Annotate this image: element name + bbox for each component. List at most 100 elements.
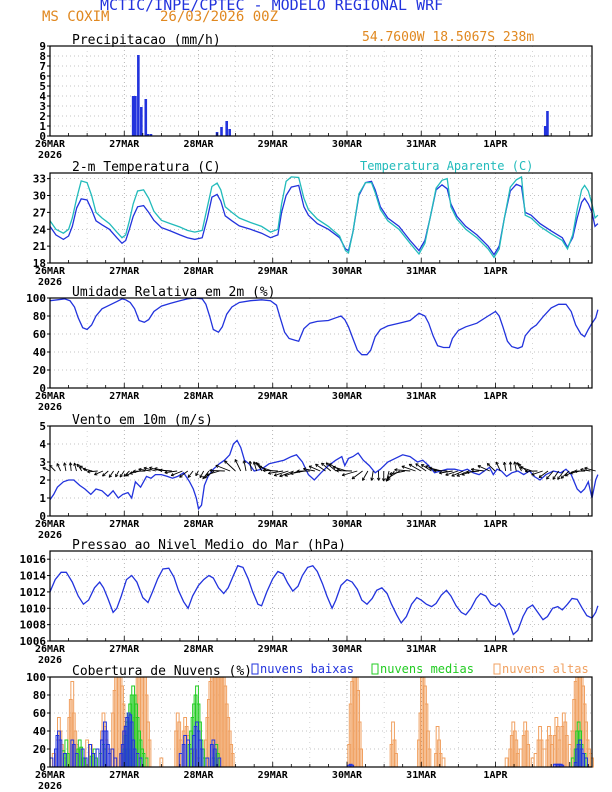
wind-vector-head bbox=[584, 466, 588, 471]
wind-vector-head bbox=[325, 462, 330, 466]
panel-frame bbox=[49, 550, 593, 642]
wind-vector bbox=[303, 468, 315, 472]
wind-vector-head bbox=[538, 474, 543, 478]
x-tick-label: 26MAR bbox=[35, 519, 66, 530]
wind-vector-head bbox=[525, 469, 528, 473]
wind-vector bbox=[82, 468, 93, 472]
wind-vector-head bbox=[315, 463, 319, 468]
wind-vector-head bbox=[268, 471, 272, 475]
wind-vector bbox=[445, 470, 459, 476]
x-tick-label: 30MAR bbox=[332, 391, 363, 402]
y-tick-label: 0 bbox=[39, 761, 46, 774]
wind-vector-head bbox=[502, 461, 507, 466]
wind-vector bbox=[385, 470, 390, 482]
wind-vector-head bbox=[234, 459, 238, 463]
wind-vector bbox=[159, 469, 172, 472]
series-line-blue bbox=[49, 297, 599, 356]
panel-title: 2-m Temperatura (C) bbox=[72, 160, 221, 175]
wind-vector-head bbox=[143, 466, 147, 471]
panel-title: Vento em 10m (m/s) bbox=[72, 413, 213, 428]
wind-vector bbox=[274, 470, 289, 476]
y-tick-label: 40 bbox=[33, 346, 46, 359]
precip-bar bbox=[546, 111, 549, 136]
y-tick-label: 0 bbox=[39, 382, 46, 395]
x-tick-label: 31MAR bbox=[406, 391, 437, 402]
wind-vector-head bbox=[328, 463, 333, 467]
x-tick-label: 30MAR bbox=[332, 644, 363, 655]
precip-bar bbox=[543, 126, 547, 136]
cloud-bar-orange bbox=[504, 757, 509, 768]
x-tick-label: 28MAR bbox=[183, 139, 214, 150]
wind-vector bbox=[466, 470, 480, 473]
x-tick-label: 26MAR bbox=[35, 266, 66, 277]
wind-vector bbox=[56, 463, 62, 472]
y-tick-label: 1016 bbox=[20, 553, 47, 566]
wind-vector-head bbox=[381, 478, 386, 482]
x-tick-label: 1APR bbox=[483, 391, 508, 402]
wind-vector bbox=[401, 465, 416, 472]
x-tick-label: 29MAR bbox=[258, 519, 289, 530]
y-tick-label: 1012 bbox=[20, 586, 47, 599]
y-tick-label: 7 bbox=[39, 60, 46, 73]
wind-vector-head bbox=[341, 473, 346, 477]
wind-vector-head bbox=[415, 463, 419, 467]
precip-bar bbox=[140, 107, 143, 136]
wind-vector-head bbox=[56, 463, 60, 467]
wind-vector-head bbox=[258, 465, 262, 470]
wind-vector-head bbox=[401, 465, 405, 469]
wind-vector bbox=[63, 462, 67, 472]
wind-vector-head bbox=[164, 470, 168, 475]
wind-vector bbox=[495, 461, 501, 472]
series-line-blue bbox=[49, 180, 599, 256]
cloud-legend-swatch bbox=[251, 663, 259, 675]
cloud-legend-swatch bbox=[493, 663, 501, 675]
x-tick-label: 28MAR bbox=[183, 644, 214, 655]
panel-title: Cobertura de Nuvens (%) bbox=[72, 664, 252, 679]
wind-vector-head bbox=[87, 469, 91, 474]
cloud-bar-orange bbox=[441, 757, 446, 768]
x-tick-label: 29MAR bbox=[258, 391, 289, 402]
x-tick-label: 31MAR bbox=[406, 770, 437, 781]
wind-vector-head bbox=[461, 472, 465, 476]
wind-vector-head bbox=[94, 472, 98, 476]
y-tick-label: 100 bbox=[26, 671, 46, 684]
wind-vector-head bbox=[68, 462, 73, 466]
wind-vector-head bbox=[580, 468, 584, 472]
x-tick-label: 1APR bbox=[483, 519, 508, 530]
x-tick-label: 28MAR bbox=[183, 770, 214, 781]
wind-vector-head bbox=[273, 473, 278, 477]
wind-vector-head bbox=[262, 468, 266, 473]
precip-bar bbox=[220, 127, 223, 136]
series-line-cyan bbox=[49, 175, 599, 259]
wind-vector-head bbox=[215, 464, 219, 468]
wind-vector-head bbox=[557, 476, 561, 480]
wind-vector bbox=[342, 470, 358, 476]
wind-vector bbox=[164, 470, 178, 474]
x-tick-label: 1APR bbox=[483, 770, 508, 781]
year-label: 2026 bbox=[38, 277, 62, 288]
wind-vector bbox=[503, 462, 507, 472]
precip-bar bbox=[146, 134, 150, 136]
year-label: 2026 bbox=[38, 150, 62, 161]
wind-vector-head bbox=[63, 462, 67, 466]
panel-title: Pressao ao Nivel Medio do Mar (hPa) bbox=[72, 538, 346, 553]
panel-frame bbox=[49, 297, 593, 389]
cloud-bar-orange bbox=[533, 753, 538, 768]
wind-vector-head bbox=[477, 465, 481, 469]
wind-vector bbox=[253, 461, 258, 472]
wind-vector bbox=[94, 470, 104, 476]
x-tick-label: 27MAR bbox=[109, 644, 140, 655]
run-time: 26/03/2026 00Z bbox=[160, 9, 279, 25]
wind-vector bbox=[42, 467, 51, 472]
wind-vector bbox=[531, 470, 543, 476]
cloud-legend-swatch bbox=[371, 663, 379, 675]
wind-vector bbox=[325, 462, 337, 472]
wind-vector-head bbox=[252, 461, 257, 465]
precip-bar bbox=[228, 129, 231, 136]
wind-vector-head bbox=[303, 467, 307, 471]
wind-vector bbox=[321, 462, 332, 472]
wind-vector-head bbox=[296, 469, 300, 473]
wind-vector bbox=[262, 469, 278, 472]
wind-vector-head bbox=[159, 468, 163, 473]
wind-vector bbox=[243, 460, 247, 472]
